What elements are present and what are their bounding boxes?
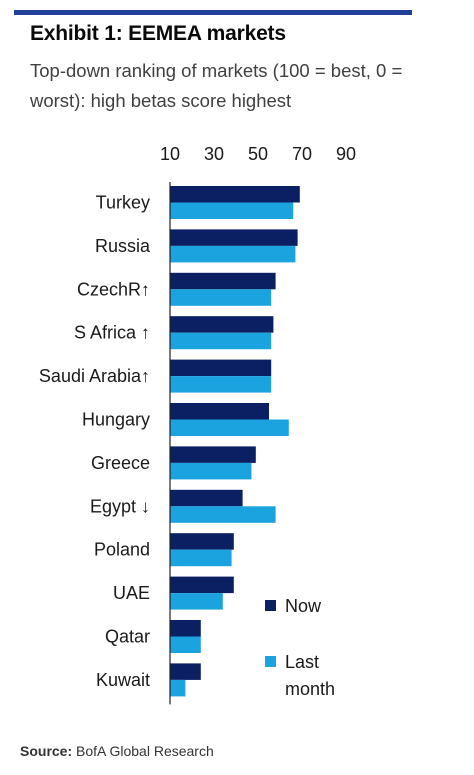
bar-last-month: [170, 593, 223, 610]
bar-now: [170, 229, 298, 246]
bar-last-month: [170, 636, 201, 653]
bar-now: [170, 359, 272, 377]
top-rule: [14, 10, 412, 15]
legend-label: Now: [285, 596, 322, 616]
bar-last-month: [170, 332, 272, 350]
bar-last-month: [170, 419, 289, 436]
chart-title: Exhibit 1: EEMEA markets: [30, 22, 286, 45]
category-label: S Africa ↑: [74, 323, 150, 343]
bar-last-month: [170, 549, 232, 567]
bar-last-month: [170, 462, 252, 480]
category-label: Greece: [91, 453, 150, 473]
category-label: Poland: [94, 540, 150, 560]
bar-now: [170, 186, 300, 203]
bar-now: [170, 663, 201, 680]
x-tick-label: 70: [292, 144, 312, 164]
bar-last-month: [170, 506, 276, 523]
source-text: BofA Global Research: [76, 743, 214, 759]
category-label: Turkey: [96, 193, 150, 213]
bar-now: [170, 489, 243, 507]
category-label: UAE: [113, 583, 150, 603]
x-tick-label: 10: [160, 144, 180, 164]
category-label: Egypt ↓: [90, 496, 150, 516]
category-label: CzechR↑: [77, 279, 150, 299]
x-tick-label: 90: [336, 144, 356, 164]
legend-label: month: [285, 679, 335, 699]
source-label: Source:: [20, 743, 73, 759]
bar-now: [170, 316, 274, 333]
bar-last-month: [170, 679, 186, 697]
bar-chart: 10 30 50 70 90 Turkey Russia CzechR↑ S Africa ↑ S…: [39, 144, 356, 705]
bar-now: [170, 533, 234, 550]
x-tick-label: 50: [248, 144, 268, 164]
bar-last-month: [170, 245, 296, 263]
x-tick-label: 30: [204, 144, 224, 164]
bar-last-month: [170, 202, 294, 219]
bar-last-month: [170, 289, 272, 306]
category-label: Hungary: [82, 410, 150, 430]
source-note: Source: BofA Global Research: [20, 743, 214, 759]
category-label: Kuwait: [96, 670, 150, 690]
legend-swatch-last-month: [265, 656, 276, 667]
category-label: Saudi Arabia↑: [39, 366, 150, 386]
bar-last-month: [170, 376, 272, 393]
category-label: Russia: [95, 236, 151, 256]
bar-now: [170, 576, 234, 594]
chart-subtitle: Top-down ranking of markets (100 = best,…: [30, 60, 403, 111]
bar-now: [170, 403, 269, 420]
bar-now: [170, 272, 276, 290]
legend-swatch-now: [265, 600, 276, 611]
category-label: Qatar: [105, 627, 150, 647]
bar-now: [170, 620, 201, 637]
bar-now: [170, 446, 256, 463]
legend-label: Last: [285, 652, 319, 672]
